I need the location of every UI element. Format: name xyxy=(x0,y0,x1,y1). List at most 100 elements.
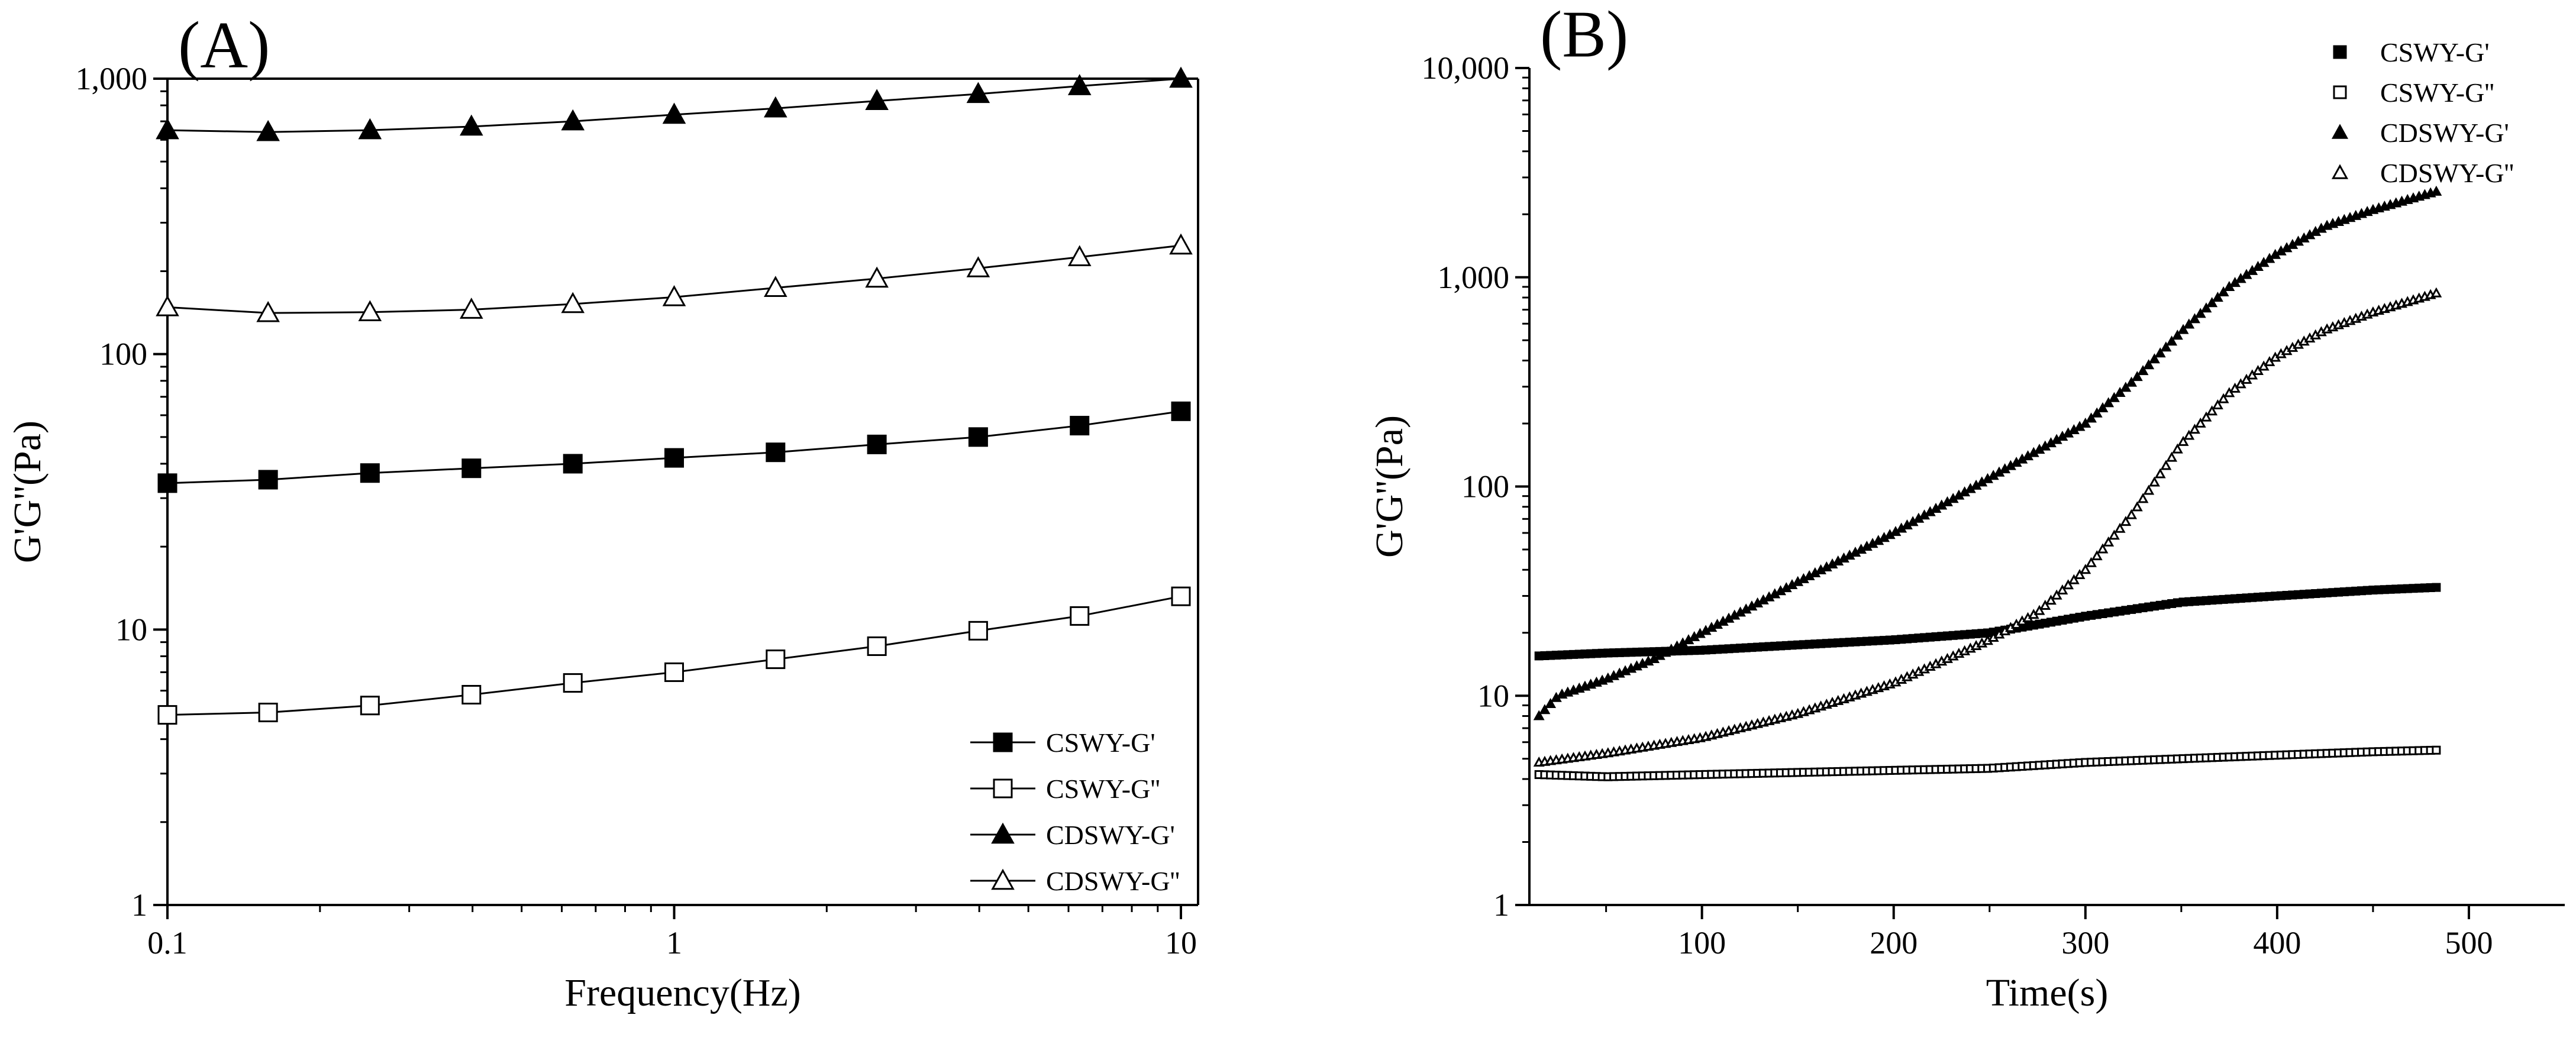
data-point xyxy=(2171,443,2183,454)
data-point xyxy=(157,473,177,493)
data-point xyxy=(2206,405,2218,416)
data-point xyxy=(2166,335,2178,346)
data-point xyxy=(2103,536,2115,547)
data-point xyxy=(156,295,179,316)
x-axis-title: Time(s) xyxy=(1986,971,2109,1014)
data-point xyxy=(2432,745,2441,755)
y-tick-label: 100 xyxy=(1461,469,1509,505)
x-tick-label: 400 xyxy=(2253,925,2301,961)
series-CDSWY-G' xyxy=(1533,185,2442,720)
data-point xyxy=(966,82,990,104)
data-point xyxy=(2131,501,2143,512)
data-point xyxy=(258,703,278,723)
legend-label: CDSWY-G' xyxy=(2380,118,2509,148)
series-line-CSWY-G'' xyxy=(167,595,1182,716)
data-point xyxy=(1171,586,1191,606)
data-point xyxy=(2080,564,2091,574)
legend-marker xyxy=(2333,45,2347,59)
data-point xyxy=(2206,297,2218,308)
data-point xyxy=(2062,579,2074,590)
data-point xyxy=(2160,341,2172,352)
data-point xyxy=(2126,376,2138,387)
legend-label: CSWY-G'' xyxy=(2380,77,2494,108)
legend-label: CDSWY-G'' xyxy=(2380,158,2514,188)
legend-marker xyxy=(991,822,1015,844)
data-point xyxy=(2432,583,2441,592)
data-point xyxy=(662,285,686,306)
data-point xyxy=(358,300,382,322)
x-tick-label: 300 xyxy=(2061,925,2109,961)
data-point xyxy=(2051,589,2062,600)
data-point xyxy=(2120,516,2132,526)
data-point xyxy=(1169,66,1193,88)
x-tick-label: 500 xyxy=(2445,925,2493,961)
series-line-CSWY-G' xyxy=(167,410,1182,484)
data-point xyxy=(2171,329,2183,340)
data-point xyxy=(766,442,786,463)
data-point xyxy=(2074,568,2086,579)
data-point xyxy=(2114,387,2126,397)
data-point xyxy=(360,696,380,716)
data-point xyxy=(1070,416,1090,436)
data-point xyxy=(2114,522,2126,533)
data-point xyxy=(256,119,280,141)
data-point xyxy=(966,256,990,277)
data-point xyxy=(157,705,177,725)
data-point xyxy=(865,266,889,288)
data-point xyxy=(2091,407,2103,418)
data-point xyxy=(2057,584,2068,594)
y-tick-label: 10 xyxy=(1477,678,1509,713)
data-point xyxy=(2143,484,2155,495)
data-point xyxy=(2033,605,2045,615)
data-point xyxy=(460,114,483,136)
data-point xyxy=(1169,233,1193,255)
data-point xyxy=(664,662,684,682)
data-point xyxy=(2189,424,2200,434)
data-point xyxy=(2137,493,2149,503)
data-point xyxy=(360,463,380,483)
data-point xyxy=(2194,417,2206,428)
data-point xyxy=(766,649,786,670)
legend-label: CDSWY-G'' xyxy=(1046,866,1180,896)
data-point xyxy=(662,102,686,124)
data-point xyxy=(2189,313,2200,324)
data-point xyxy=(2080,418,2091,428)
data-point xyxy=(2149,353,2160,364)
legend-marker xyxy=(2331,124,2349,139)
data-point xyxy=(2103,397,2115,408)
y-tick-label: 1,000 xyxy=(1438,260,1510,295)
x-axis-title: Frequency(Hz) xyxy=(564,971,800,1014)
legend-marker xyxy=(993,778,1013,799)
data-point xyxy=(2166,451,2178,462)
legend-label: CDSWY-G' xyxy=(1046,820,1175,850)
data-point xyxy=(1171,401,1191,421)
data-point xyxy=(461,458,482,479)
x-tick-label: 100 xyxy=(1678,925,1726,961)
data-point xyxy=(865,89,889,110)
data-point xyxy=(2086,557,2097,567)
legend-marker xyxy=(993,732,1013,752)
data-point xyxy=(2039,599,2051,610)
x-tick-label: 200 xyxy=(1870,925,1918,961)
data-point xyxy=(2160,460,2172,470)
data-point xyxy=(2097,543,2109,554)
data-point xyxy=(2131,371,2143,382)
chart-panel-b: 1 10 100 1,000 10,000 100 200 300 400 500 Time(s) G… xyxy=(1368,0,2565,1014)
data-point xyxy=(2200,302,2212,313)
data-point xyxy=(2183,318,2195,329)
legend-label: CSWY-G'' xyxy=(1046,774,1160,804)
series-CDSWY-G'' xyxy=(1533,287,2442,767)
y-axis-title: G'G''(Pa) xyxy=(1368,415,1411,558)
data-point xyxy=(2200,411,2212,422)
data-point xyxy=(1545,697,1557,708)
data-point xyxy=(2212,399,2223,409)
legend-marker xyxy=(2331,164,2349,179)
data-point xyxy=(2068,574,2080,584)
data-point xyxy=(561,109,585,131)
data-point xyxy=(2149,476,2160,487)
data-point xyxy=(2045,594,2057,605)
data-point xyxy=(358,118,382,140)
data-point xyxy=(258,470,278,490)
data-point xyxy=(561,292,585,313)
